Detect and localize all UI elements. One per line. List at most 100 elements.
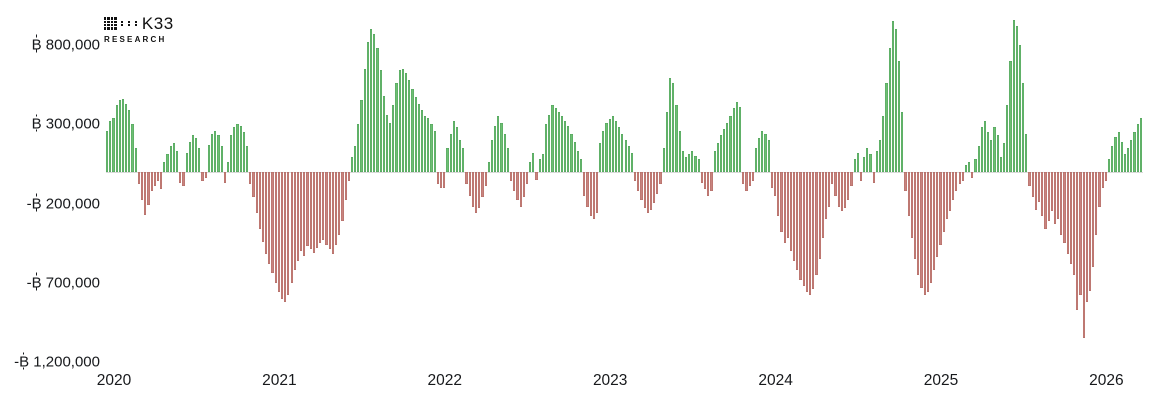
bar [494,125,497,172]
bar [420,109,424,172]
bar [863,157,866,172]
plot-area [106,10,1143,370]
bar [325,171,328,245]
bar [350,157,354,172]
bar [990,140,993,172]
bitcoin-symbol-icon: B [31,34,42,54]
bar [964,165,968,172]
bar [207,144,210,172]
bar [312,171,315,253]
bar [398,70,401,172]
bar [828,171,831,207]
bar [210,133,214,172]
bar [554,108,557,172]
bar [452,121,455,172]
bar [837,171,840,207]
bar [417,103,420,172]
bar [471,171,474,207]
bar [955,171,958,191]
bar [767,140,770,172]
bar [796,171,799,271]
bar [284,171,287,302]
bar [1101,171,1104,188]
bar [605,122,608,172]
x-tick-label: 2026 [1089,372,1124,389]
bar [996,135,999,172]
logo-text: K33 [141,14,174,33]
bar [150,171,153,191]
bar [519,171,522,207]
bar [968,162,971,172]
bar [1003,143,1006,172]
bar [1028,171,1031,187]
bar [665,111,669,172]
bar [809,171,812,296]
bar [306,171,309,247]
bar [1092,171,1095,267]
bar [917,171,920,275]
zero-line [106,171,1143,173]
bar [389,122,392,172]
bar [704,171,707,190]
bar [338,171,341,236]
bar [513,171,516,191]
bar [1047,171,1050,221]
x-tick-label: 2020 [96,372,132,389]
bar [818,171,821,259]
bar [271,171,274,274]
bar [726,122,729,172]
bar [735,101,738,172]
bar [1114,136,1117,172]
bar [945,171,948,220]
bar [853,159,856,172]
x-tick-label: 2022 [427,372,463,389]
bar [484,171,487,187]
bar [942,171,945,232]
y-tick-label: B 300,000 [31,114,100,133]
bar [570,133,573,172]
bar [630,152,634,172]
bar [449,133,452,172]
bar [1136,124,1139,172]
bar [939,171,942,245]
bar [137,171,140,185]
bar [983,121,987,172]
bar [319,171,322,244]
bar [843,171,847,209]
bar [872,171,875,183]
bitcoin-symbol-icon: B [31,114,42,133]
bar [1082,171,1085,339]
bar [948,171,952,212]
bar [414,97,417,172]
bar [885,82,888,172]
bar [840,171,843,212]
bar [691,151,694,172]
bar [850,171,853,187]
bar [961,171,964,182]
bar [462,147,465,172]
bar [672,82,675,172]
bar [360,100,363,172]
bar [579,159,583,172]
bar [172,143,175,172]
bar [249,171,252,185]
bar [125,103,128,172]
bar [764,133,767,172]
bar [1130,140,1133,172]
bar [335,171,338,245]
bar [1053,171,1057,225]
bar [856,152,859,172]
bar [1076,171,1079,310]
bar [535,171,538,180]
bar [532,152,535,172]
bar [729,116,732,172]
bar [118,100,121,172]
bitcoin-symbol-icon: B [31,193,42,212]
bar [974,159,977,172]
bar [242,132,245,172]
bar [1133,132,1136,172]
bar [175,151,179,172]
bar [268,171,271,264]
bar [901,111,904,172]
bar [261,171,265,242]
